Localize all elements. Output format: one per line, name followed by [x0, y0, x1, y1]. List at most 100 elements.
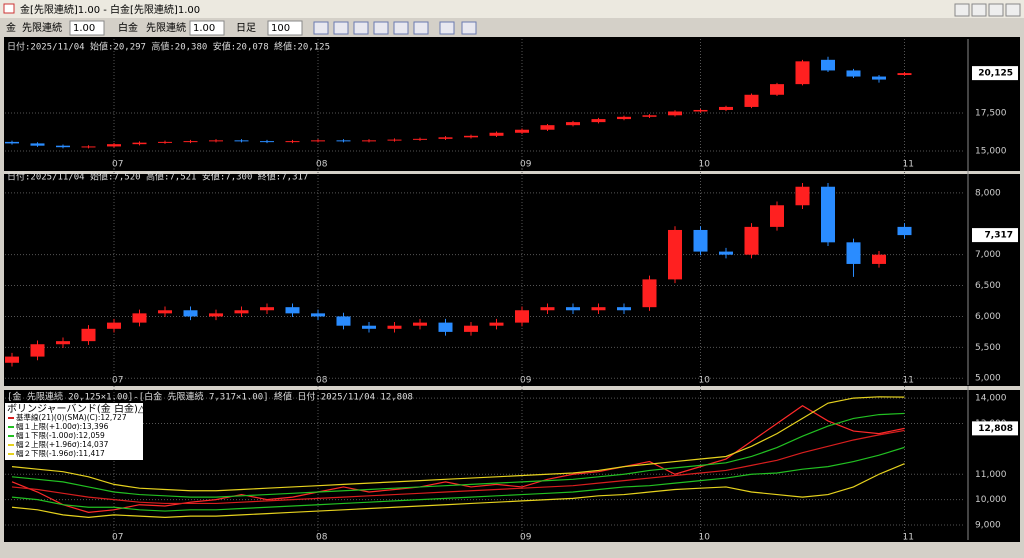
candle-body — [821, 186, 835, 243]
toolbar-icon[interactable] — [333, 21, 349, 35]
candle-body — [540, 307, 555, 311]
bars-input[interactable] — [267, 20, 303, 36]
toolbar-icon[interactable] — [461, 21, 477, 35]
candle-body — [515, 129, 529, 133]
ratio-header: [金 先限連続 20,125×1.00]-[白金 先限連続 7,317×1.00… — [7, 391, 413, 403]
candle-body — [81, 328, 96, 342]
x-tick-label: 11 — [903, 533, 914, 543]
candle-body — [438, 137, 453, 139]
candle-body — [30, 344, 45, 357]
candle-body — [107, 144, 121, 147]
y-tick-label: 15,000 — [975, 147, 1007, 157]
y-tick-label: 11,000 — [975, 470, 1007, 480]
series-line — [11, 446, 905, 512]
candle-body — [234, 140, 249, 142]
candle-body — [872, 254, 886, 264]
candle-body — [846, 242, 861, 264]
candle-body — [591, 307, 606, 311]
candle-body — [413, 322, 427, 326]
candle-body — [719, 251, 733, 255]
x-tick-label: 08 — [316, 160, 328, 170]
period[interactable]: 日足 — [236, 22, 256, 34]
window-title: 金[先限連続]1.00 - 白金[先限連続]1.00 — [20, 3, 200, 16]
contract-2: 先限連続 — [146, 21, 186, 34]
maximize-button[interactable] — [988, 3, 1004, 17]
candle-body — [821, 59, 835, 71]
y-tick-label: 5,500 — [975, 343, 1001, 353]
last-value-box — [972, 66, 1018, 81]
candle-body — [413, 138, 427, 140]
candle-body — [336, 316, 351, 326]
candle-body — [5, 356, 19, 363]
multiplier-input[interactable] — [189, 20, 225, 36]
candle-body — [617, 307, 631, 311]
y-tick-label: 5,000 — [975, 374, 1001, 384]
candle-body — [107, 322, 121, 329]
close-button[interactable] — [1005, 3, 1021, 17]
last-value-label: 12,808 — [978, 424, 1013, 434]
candle-body — [362, 325, 376, 329]
candle-body — [81, 146, 96, 148]
symbol-2: 白金 — [118, 21, 138, 34]
symbol-1: 金 — [6, 21, 16, 34]
candle-body — [770, 205, 784, 227]
restore-button[interactable] — [954, 3, 970, 17]
multiplier-2: 1.00 — [193, 23, 215, 34]
candle-body — [642, 279, 657, 308]
toolbar-icon[interactable] — [313, 21, 329, 35]
legend-entry: 幅１下限(-1.00σ):12,059 — [16, 430, 105, 440]
multiplier-input[interactable] — [69, 20, 105, 36]
toolbar-icon[interactable] — [413, 21, 429, 35]
app-icon — [3, 3, 15, 14]
minimize-button[interactable] — [971, 3, 987, 17]
candle-body — [132, 313, 147, 323]
legend-entry: 幅２上限(+1.96σ):14,037 — [16, 439, 109, 449]
bars: 100 — [271, 23, 290, 34]
candle-body — [209, 313, 223, 317]
candle-body — [183, 310, 198, 317]
panel-ratio — [4, 390, 1020, 542]
legend-title: ボリンジャーバンド(金 白金)△X — [7, 402, 153, 415]
candle-body — [489, 132, 504, 136]
candle-body — [336, 140, 351, 142]
candle-body — [566, 122, 580, 126]
legend-entry: 幅１上限(+1.00σ):13,396 — [16, 421, 109, 431]
last-value-box — [972, 421, 1018, 436]
candle-body — [132, 142, 147, 145]
x-tick-label: 10 — [699, 533, 711, 543]
x-tick-label: 07 — [112, 376, 123, 386]
candle-body — [795, 61, 810, 85]
panel-info: 日付:2025/11/04 始値:20,297 高値:20,380 安値:20,… — [7, 41, 330, 53]
window-buttons[interactable] — [954, 3, 1021, 17]
candle-body — [515, 310, 529, 323]
series-line — [11, 396, 905, 492]
x-tick-label: 10 — [699, 160, 711, 170]
candle-body — [56, 145, 70, 148]
y-tick-label: 6,500 — [975, 281, 1001, 291]
toolbar-icon[interactable] — [439, 21, 455, 35]
candle-body — [30, 143, 45, 146]
candle-body — [311, 313, 325, 317]
series-line — [11, 404, 905, 513]
candle-body — [897, 226, 912, 236]
toolbar-icon[interactable] — [353, 21, 369, 35]
toolbar-icon[interactable] — [373, 21, 389, 35]
x-tick-label: 07 — [112, 533, 123, 543]
y-tick-label: 8,000 — [975, 188, 1001, 198]
last-value-label: 20,125 — [978, 69, 1013, 79]
candle-body — [183, 141, 198, 143]
panel-info: 日付:2025/11/04 始値:7,520 高値:7,521 安値:7,300… — [7, 171, 308, 183]
candle-body — [846, 70, 861, 77]
candle-body — [591, 119, 606, 123]
series-line — [11, 412, 905, 498]
candle-body — [285, 141, 300, 143]
x-tick-label: 09 — [520, 376, 532, 386]
legend-entry: 基準線(21)(0)(SMA)(C):12,727 — [16, 412, 127, 422]
panel-gold — [4, 37, 1020, 171]
last-value-label: 7,317 — [985, 231, 1013, 241]
x-tick-label: 08 — [316, 533, 328, 543]
y-tick-label: 7,000 — [975, 250, 1001, 260]
toolbar-icon[interactable] — [393, 21, 409, 35]
y-tick-label: 14,000 — [975, 394, 1007, 404]
